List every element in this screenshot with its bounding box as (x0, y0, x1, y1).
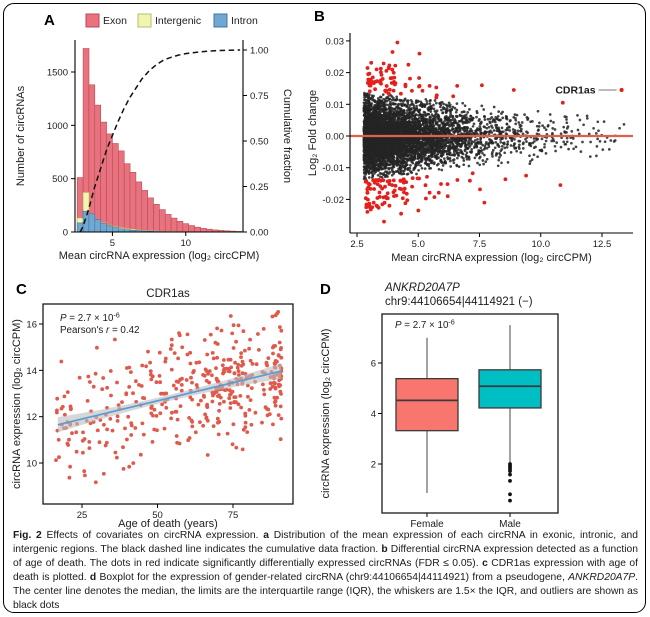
svg-text:0: 0 (63, 228, 68, 239)
svg-text:Cumulative fraction: Cumulative fraction (281, 89, 293, 183)
figure-caption: Fig. 2 Effects of covariates on circRNA … (13, 530, 639, 612)
svg-text:Mean circRNA expression (log₂: Mean circRNA expression (log₂ circCPM) (59, 250, 260, 262)
svg-text:Intergenic: Intergenic (155, 15, 201, 27)
svg-text:0.00: 0.00 (250, 228, 269, 239)
svg-text:1500: 1500 (47, 68, 68, 79)
panel-c-label: C (16, 281, 27, 298)
svg-text:Number of circRNAs: Number of circRNAs (15, 85, 27, 186)
svg-text:500: 500 (52, 174, 68, 185)
svg-text:0.50: 0.50 (250, 137, 269, 148)
svg-text:5: 5 (110, 238, 115, 249)
panel-a-expression-histogram: Exon Intergenic Intron 0 500 1000 1500 0.00 0.25… (15, 13, 293, 262)
svg-text:10: 10 (180, 238, 191, 249)
panel-a-label: A (44, 12, 55, 29)
svg-text:1.00: 1.00 (250, 46, 269, 57)
svg-text:0.25: 0.25 (250, 182, 269, 193)
panel-b-ma-scatter: CDR1as-0.02-0.010.000.010.020.032.5 5.0 7.… (307, 33, 633, 264)
panel-d-label: D (320, 281, 331, 298)
svg-text:Intron: Intron (231, 15, 258, 27)
svg-text:1000: 1000 (47, 121, 68, 132)
panel-b-label: B (314, 8, 325, 25)
svg-text:Exon: Exon (103, 15, 127, 27)
svg-text:0.75: 0.75 (250, 91, 269, 102)
